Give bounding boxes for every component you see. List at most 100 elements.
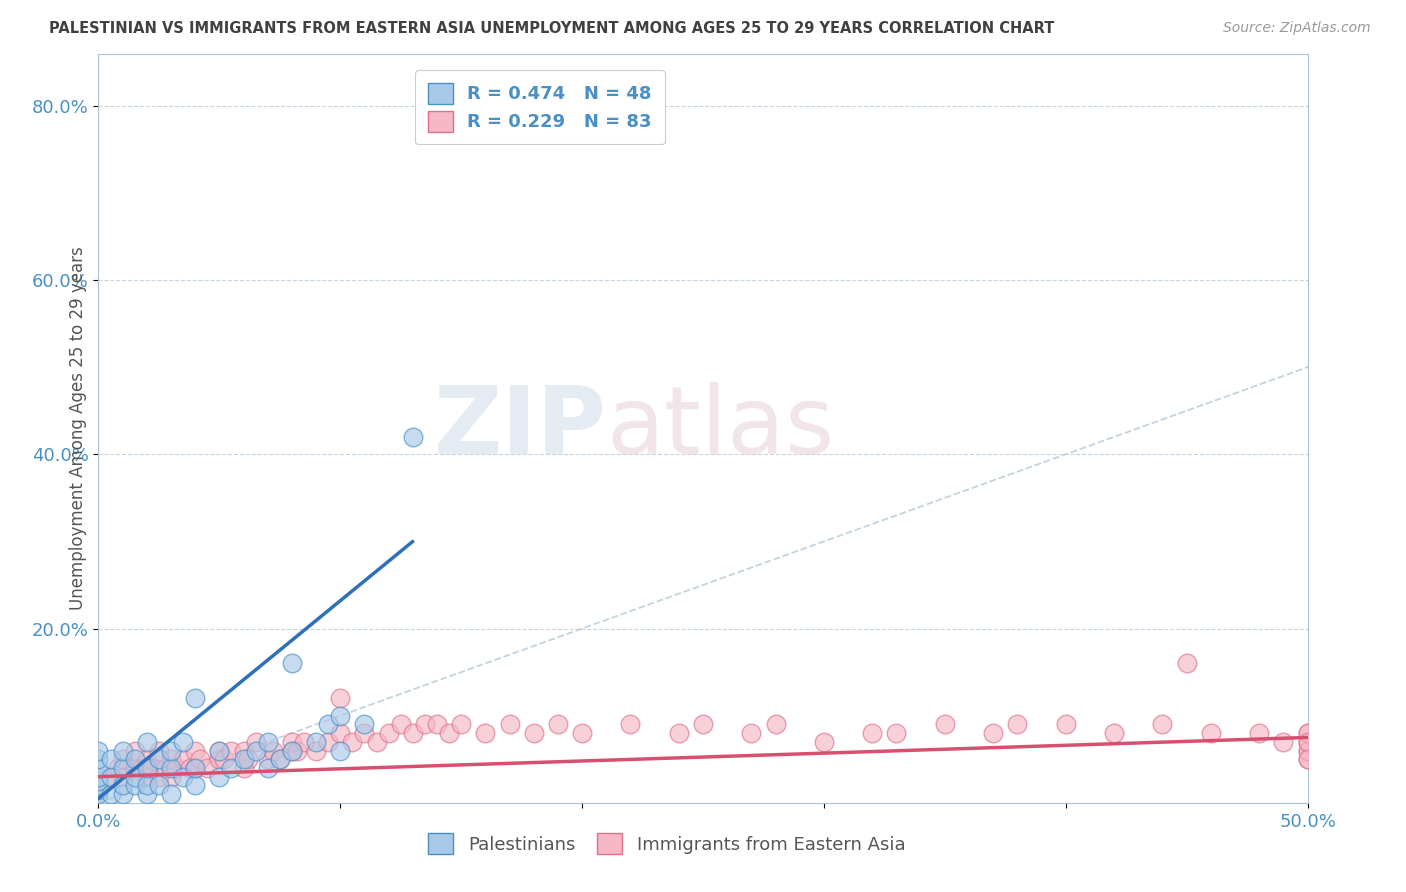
Point bbox=[1175, 657, 1198, 671]
Point bbox=[1296, 735, 1319, 749]
Point bbox=[813, 735, 835, 749]
Point bbox=[740, 726, 762, 740]
Point bbox=[87, 770, 110, 784]
Point bbox=[155, 761, 177, 775]
Point bbox=[221, 743, 243, 757]
Point bbox=[135, 787, 157, 801]
Point bbox=[135, 761, 157, 775]
Point bbox=[160, 761, 183, 775]
Point bbox=[87, 778, 110, 792]
Point bbox=[124, 743, 146, 757]
Point bbox=[523, 726, 546, 740]
Point bbox=[87, 761, 110, 775]
Point bbox=[262, 743, 284, 757]
Point bbox=[285, 743, 308, 757]
Point bbox=[692, 717, 714, 731]
Point bbox=[141, 761, 163, 775]
Point bbox=[1249, 726, 1271, 740]
Point bbox=[269, 752, 291, 766]
Point bbox=[87, 782, 110, 797]
Point bbox=[208, 743, 231, 757]
Point bbox=[1296, 743, 1319, 757]
Point bbox=[342, 735, 364, 749]
Point bbox=[474, 726, 496, 740]
Point bbox=[135, 752, 157, 766]
Point bbox=[172, 752, 194, 766]
Point bbox=[547, 717, 569, 731]
Point bbox=[184, 778, 207, 792]
Point bbox=[292, 735, 315, 749]
Point bbox=[571, 726, 593, 740]
Point bbox=[111, 752, 134, 766]
Point bbox=[1296, 735, 1319, 749]
Point bbox=[1272, 735, 1295, 749]
Point bbox=[135, 778, 157, 792]
Point bbox=[981, 726, 1004, 740]
Point bbox=[437, 726, 460, 740]
Point bbox=[402, 726, 425, 740]
Point bbox=[281, 743, 304, 757]
Point bbox=[256, 735, 278, 749]
Point bbox=[131, 761, 153, 775]
Point bbox=[148, 778, 170, 792]
Point bbox=[165, 761, 187, 775]
Point bbox=[245, 743, 267, 757]
Point bbox=[160, 752, 183, 766]
Point bbox=[135, 770, 157, 784]
Point bbox=[111, 743, 134, 757]
Text: PALESTINIAN VS IMMIGRANTS FROM EASTERN ASIA UNEMPLOYMENT AMONG AGES 25 TO 29 YEA: PALESTINIAN VS IMMIGRANTS FROM EASTERN A… bbox=[49, 21, 1054, 36]
Point bbox=[1296, 726, 1319, 740]
Point bbox=[281, 735, 304, 749]
Point bbox=[87, 774, 110, 789]
Point bbox=[100, 787, 122, 801]
Point bbox=[184, 761, 207, 775]
Point bbox=[184, 743, 207, 757]
Point bbox=[232, 761, 254, 775]
Point bbox=[195, 761, 218, 775]
Point bbox=[135, 735, 157, 749]
Point bbox=[179, 761, 201, 775]
Point bbox=[353, 726, 375, 740]
Point bbox=[281, 657, 304, 671]
Point bbox=[256, 761, 278, 775]
Point bbox=[160, 743, 183, 757]
Point bbox=[377, 726, 399, 740]
Point bbox=[124, 778, 146, 792]
Text: Source: ZipAtlas.com: Source: ZipAtlas.com bbox=[1223, 21, 1371, 35]
Point bbox=[353, 717, 375, 731]
Point bbox=[1054, 717, 1077, 731]
Point bbox=[172, 770, 194, 784]
Point bbox=[208, 743, 231, 757]
Text: atlas: atlas bbox=[606, 382, 835, 475]
Point bbox=[1152, 717, 1174, 731]
Point bbox=[426, 717, 449, 731]
Point bbox=[860, 726, 883, 740]
Point bbox=[329, 691, 352, 706]
Point bbox=[886, 726, 908, 740]
Legend: Palestinians, Immigrants from Eastern Asia: Palestinians, Immigrants from Eastern As… bbox=[420, 826, 912, 861]
Point bbox=[316, 717, 339, 731]
Point bbox=[208, 752, 231, 766]
Point bbox=[148, 743, 170, 757]
Point bbox=[1296, 752, 1319, 766]
Point bbox=[1296, 735, 1319, 749]
Point bbox=[1007, 717, 1029, 731]
Point bbox=[245, 735, 267, 749]
Point bbox=[148, 770, 170, 784]
Point bbox=[498, 717, 520, 731]
Point bbox=[450, 717, 472, 731]
Point bbox=[160, 770, 183, 784]
Point bbox=[232, 743, 254, 757]
Point bbox=[208, 770, 231, 784]
Point bbox=[413, 717, 436, 731]
Point bbox=[329, 743, 352, 757]
Point bbox=[329, 708, 352, 723]
Point bbox=[1296, 726, 1319, 740]
Point bbox=[100, 752, 122, 766]
Point bbox=[256, 752, 278, 766]
Point bbox=[100, 770, 122, 784]
Point bbox=[232, 752, 254, 766]
Point bbox=[111, 778, 134, 792]
Text: ZIP: ZIP bbox=[433, 382, 606, 475]
Point bbox=[619, 717, 641, 731]
